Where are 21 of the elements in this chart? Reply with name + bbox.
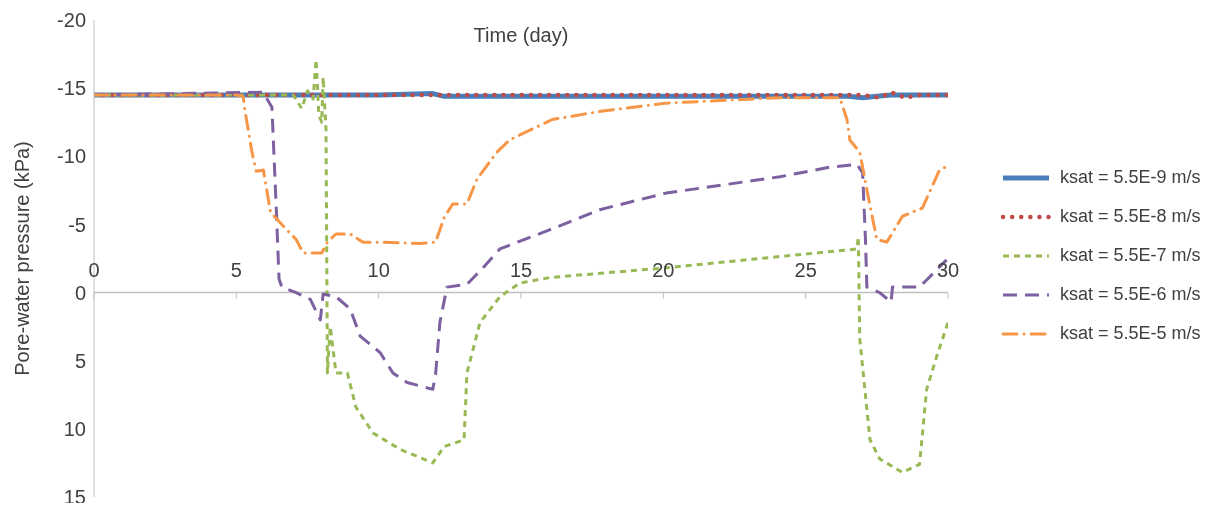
y-tick-label: -20 xyxy=(57,9,86,32)
x-tick-label: 30 xyxy=(936,258,960,281)
y-tick-label: 0 xyxy=(74,281,86,304)
y-tick-label: -5 xyxy=(68,213,86,236)
x-tick-label: 20 xyxy=(652,258,675,281)
x-tick-label: 5 xyxy=(230,258,242,281)
legend-label: ksat = 5.5E-8 m/s xyxy=(1060,206,1201,227)
y-tick-label: -10 xyxy=(57,145,86,168)
legend-label: ksat = 5.5E-9 m/s xyxy=(1060,167,1201,188)
y-tick-label: 10 xyxy=(63,417,86,440)
legend-label: ksat = 5.5E-6 m/s xyxy=(1060,284,1201,305)
y-axis-title: Pore-water pressure (kPa) xyxy=(11,141,34,376)
legend-label: ksat = 5.5E-5 m/s xyxy=(1060,323,1201,344)
x-tick-label: 10 xyxy=(367,258,390,281)
legend-label: ksat = 5.5E-7 m/s xyxy=(1060,245,1201,266)
x-tick-label: 0 xyxy=(88,258,100,281)
y-tick-label: -15 xyxy=(57,77,86,100)
y-tick-label: 5 xyxy=(74,349,86,372)
x-tick-label: 15 xyxy=(509,258,533,281)
x-axis-title: Time (day) xyxy=(472,24,570,47)
x-tick-label: 25 xyxy=(794,258,817,281)
